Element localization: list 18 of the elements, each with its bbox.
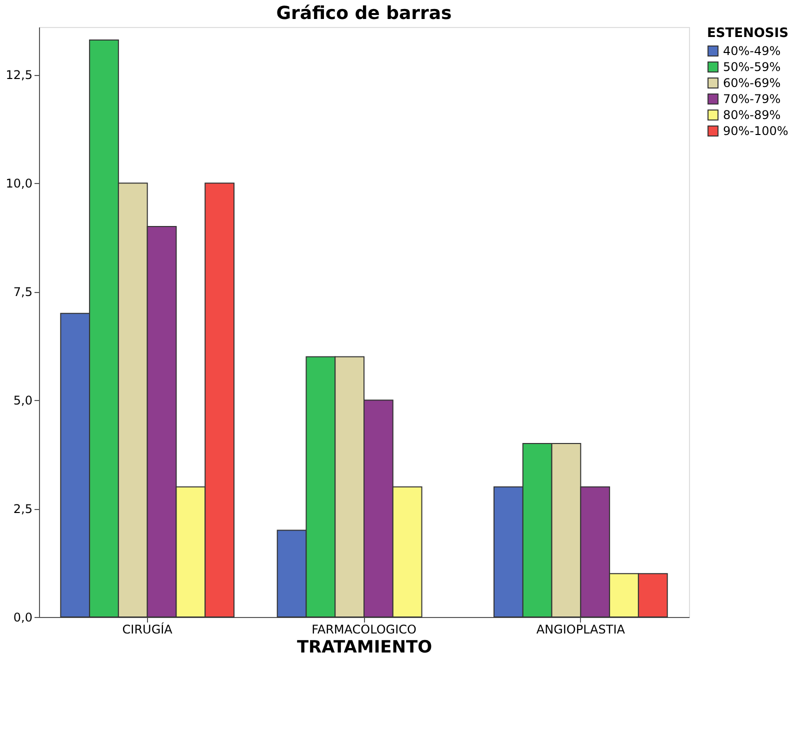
- y-tick-label: 2,5: [13, 502, 32, 516]
- legend-label: 90%-100%: [723, 124, 788, 138]
- legend-title: ESTENOSIS: [707, 26, 788, 41]
- x-tick-label: ANGIOPLASTIA: [536, 622, 626, 636]
- legend-label: 50%-59%: [723, 60, 781, 74]
- x-tick-label: FARMACOLOGICO: [312, 622, 416, 636]
- y-tick-label: 12,5: [6, 68, 32, 82]
- y-tick-label: 0,0: [13, 610, 32, 624]
- y-tick-label: 7,5: [13, 285, 32, 300]
- chart-title: Gráfico de barras: [276, 3, 452, 24]
- legend-label: 40%-49%: [723, 44, 781, 58]
- y-tick-label: 10,0: [6, 176, 32, 191]
- legend-label: 70%-79%: [723, 92, 781, 106]
- y-tick-label: 5,0: [13, 394, 32, 408]
- x-tick-label: CIRUGÍA: [122, 622, 174, 636]
- legend-label: 60%-69%: [723, 76, 781, 90]
- legend-label: 80%-89%: [723, 108, 781, 122]
- x-axis-title: TRATAMIENTO: [296, 638, 432, 658]
